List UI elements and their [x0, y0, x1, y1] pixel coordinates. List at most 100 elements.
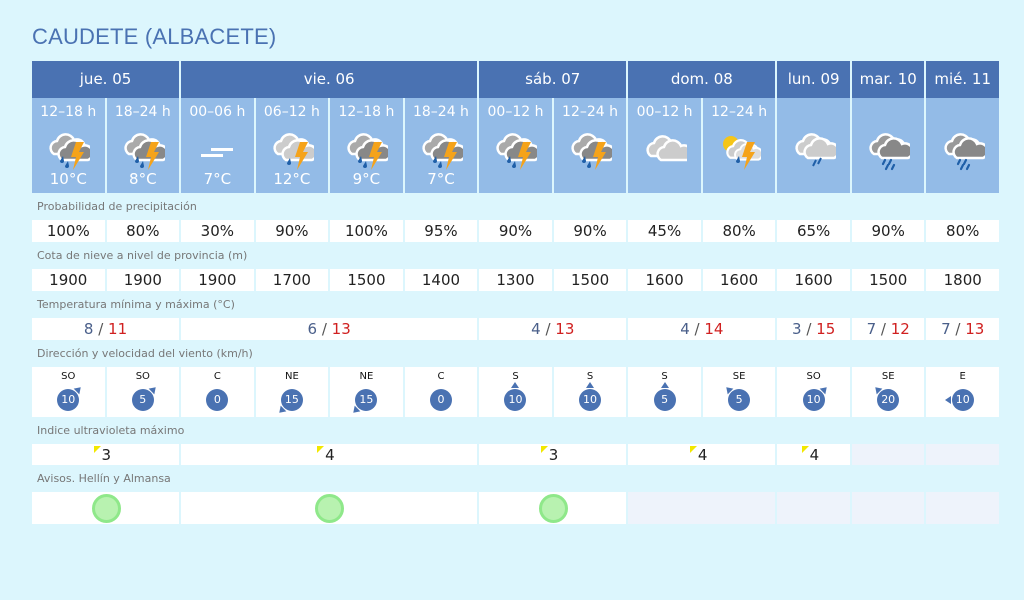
- snow-value: 1300: [479, 269, 552, 291]
- warning-cell: [628, 492, 776, 524]
- temp-separator: /: [950, 320, 966, 338]
- warning-level-green-icon[interactable]: [538, 494, 568, 523]
- period-label: 12–24 h: [711, 104, 768, 120]
- temp-max: 15: [816, 320, 836, 338]
- period-label: 00–12 h: [636, 104, 693, 120]
- uv-cell: 3: [479, 444, 627, 465]
- temp-max: 12: [890, 320, 910, 338]
- temp-range: 7 / 13: [926, 318, 999, 340]
- period-cell: 12–24 h: [553, 98, 627, 193]
- precip-row-label: Probabilidad de precipitación: [37, 200, 197, 213]
- warning-cell[interactable]: [32, 492, 180, 524]
- wind-direction: S: [512, 371, 519, 382]
- day-header: sáb. 07: [479, 61, 627, 98]
- temp-separator: /: [93, 320, 109, 338]
- snow-value: 1500: [851, 269, 925, 291]
- temp-range: 4 / 13: [479, 318, 627, 340]
- wind-cell: SE 5: [702, 367, 776, 417]
- period-cell: 00–06 h 7°C: [181, 98, 254, 193]
- temp-max: 13: [965, 320, 985, 338]
- warning-level-green-icon[interactable]: [315, 494, 345, 523]
- uv-value: 4: [697, 446, 708, 464]
- temp-min: 6: [307, 320, 318, 338]
- temp-separator: /: [689, 320, 705, 338]
- wind-direction: C: [437, 371, 445, 382]
- warning-cell: [851, 492, 925, 524]
- temp-min: 4: [531, 320, 541, 338]
- period-temperature: 10°C: [49, 170, 87, 188]
- snow-value: 1500: [553, 269, 627, 291]
- day-header: mié. 11: [926, 61, 999, 98]
- period-cell: 00–12 h: [479, 98, 552, 193]
- uv-value: 3: [548, 446, 559, 464]
- day-header: vie. 06: [181, 61, 478, 98]
- precip-value: 30%: [181, 220, 254, 242]
- wind-speed-badge: 5: [728, 389, 751, 411]
- wind-direction: NE: [359, 371, 374, 382]
- period-cell: 12–18 h 9°C: [330, 98, 403, 193]
- uv-cell: 3: [32, 444, 180, 465]
- period-cell: [926, 98, 999, 193]
- temps-row-label: Temperatura mínima y máxima (°C): [37, 298, 235, 311]
- wind-direction: SE: [732, 371, 746, 382]
- snow-value: 1900: [181, 269, 254, 291]
- temp-range: 4 / 14: [628, 318, 776, 340]
- uv-flag-icon: [801, 446, 809, 453]
- period-cell: 06–12 h 12°C: [255, 98, 329, 193]
- uv-row-label: Indice ultravioleta máximo: [37, 424, 185, 437]
- wind-speed-badge: 10: [802, 389, 825, 411]
- temp-min: 7: [866, 320, 877, 338]
- wind-direction: SO: [61, 371, 76, 382]
- warning-level-green-icon[interactable]: [91, 494, 121, 523]
- temp-separator: /: [317, 320, 332, 338]
- period-label: 00–06 h: [189, 104, 246, 120]
- precip-value: 80%: [702, 220, 776, 242]
- temp-range: 8 / 11: [32, 318, 180, 340]
- page-title: CAUDETE (ALBACETE): [32, 24, 277, 49]
- wind-speed-badge: 0: [429, 389, 452, 411]
- period-label: 12–24 h: [562, 104, 618, 120]
- day-header: jue. 05: [32, 61, 180, 98]
- temp-separator: /: [801, 320, 817, 338]
- snow-value: 1800: [926, 269, 999, 291]
- avisos-row-label: Avisos. Hellín y Almansa: [37, 472, 171, 485]
- uv-cell: 4: [628, 444, 776, 465]
- day-header: dom. 08: [628, 61, 776, 98]
- warning-cell[interactable]: [181, 492, 478, 524]
- precip-value: 90%: [553, 220, 627, 242]
- precip-value: 80%: [926, 220, 999, 242]
- period-cell: [777, 98, 850, 193]
- wind-speed-badge: 0: [206, 389, 229, 411]
- wind-direction: NE: [284, 371, 299, 382]
- period-temperature: 7°C: [427, 170, 455, 188]
- wind-direction: C: [213, 371, 221, 382]
- temp-range: 3 / 15: [777, 318, 850, 340]
- wind-speed-badge: 15: [355, 389, 378, 411]
- precip-value: 80%: [106, 220, 180, 242]
- wind-speed-badge: 10: [504, 389, 527, 411]
- warning-cell: [926, 492, 999, 524]
- day-header: mar. 10: [851, 61, 925, 98]
- period-label: 06–12 h: [263, 104, 320, 120]
- precip-value: 90%: [479, 220, 552, 242]
- wind-speed-badge: 5: [131, 389, 154, 411]
- snow-value: 1700: [255, 269, 329, 291]
- temp-separator: /: [876, 320, 891, 338]
- period-temperature: 9°C: [352, 170, 381, 188]
- period-cell: 18–24 h 8°C: [106, 98, 180, 193]
- uv-value: 4: [809, 446, 820, 464]
- wind-speed-badge: 20: [877, 389, 900, 411]
- temp-min: 8: [83, 320, 94, 338]
- temp-range: 7 / 12: [851, 318, 925, 340]
- period-temperature: 8°C: [129, 170, 157, 188]
- wind-direction: SO: [806, 371, 821, 382]
- precip-value: 100%: [330, 220, 403, 242]
- period-cell: [851, 98, 925, 193]
- temp-range: 6 / 13: [181, 318, 478, 340]
- period-cell: 12–18 h 10°C: [32, 98, 105, 193]
- wind-direction: S: [661, 371, 668, 382]
- uv-cell: [926, 444, 999, 465]
- warning-cell[interactable]: [479, 492, 627, 524]
